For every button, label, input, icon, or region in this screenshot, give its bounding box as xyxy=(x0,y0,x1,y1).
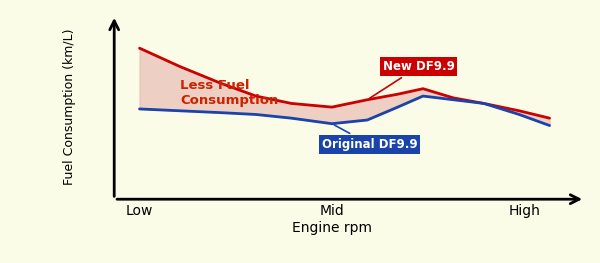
X-axis label: Engine rpm: Engine rpm xyxy=(292,221,372,235)
Y-axis label: Fuel Consumption (km/L): Fuel Consumption (km/L) xyxy=(63,29,76,185)
Text: New DF9.9: New DF9.9 xyxy=(370,60,454,98)
Text: Less Fuel
Consumption: Less Fuel Consumption xyxy=(180,79,278,108)
Text: Original DF9.9: Original DF9.9 xyxy=(322,125,418,151)
